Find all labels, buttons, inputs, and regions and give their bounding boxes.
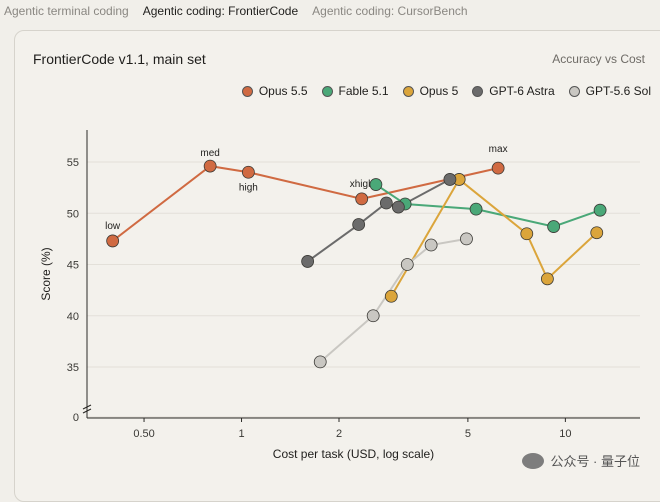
data-point	[424, 238, 438, 252]
data-point	[106, 234, 120, 248]
data-point	[491, 161, 505, 175]
x-tick-label: 2	[336, 428, 342, 440]
legend-label: Opus 5.5	[258, 84, 308, 98]
tab-agentic-coding-cursorbench[interactable]: Agentic coding: CursorBench	[312, 4, 468, 18]
data-point	[384, 289, 398, 303]
data-point	[366, 309, 380, 323]
data-label: med	[200, 148, 219, 159]
scatter-chart: 0 35 40 45 50 55 0.50 1 2 5 10 Cost per task (USD, …	[39, 130, 640, 461]
data-label: low	[105, 221, 121, 232]
series-line	[390, 177, 598, 297]
y-tick-label: 35	[67, 362, 79, 374]
watermark: 公众号 · 量子位	[522, 451, 640, 470]
legend-item-opus-5[interactable]: Opus 5	[402, 84, 459, 98]
data-point	[590, 226, 604, 240]
tab-agentic-coding-frontiercode[interactable]: Agentic coding: FrontierCode	[142, 4, 299, 18]
data-point	[460, 232, 473, 246]
data-point	[443, 173, 457, 186]
x-tick-label: 10	[559, 428, 571, 440]
legend-label: Fable 5.1	[338, 84, 389, 98]
data-point	[355, 192, 369, 206]
y-tick-label: 50	[67, 208, 79, 220]
series-line	[112, 165, 499, 242]
x-tick-label: 5	[465, 428, 471, 440]
tab-agentic-terminal-coding[interactable]: Agentic terminal coding	[4, 4, 129, 18]
legend-swatch-icon	[472, 85, 484, 97]
x-tick-label: 1	[238, 428, 244, 440]
legend-swatch-icon	[568, 85, 580, 97]
data-point	[547, 220, 561, 233]
legend-item-fable-5-1[interactable]: Fable 5.1	[321, 84, 389, 98]
legend-swatch-icon	[321, 85, 333, 97]
chart-title: FrontierCode v1.1, main set	[33, 51, 206, 67]
legend-item-gpt-5-6-sol[interactable]: GPT-5.6 Sol	[568, 84, 651, 98]
wechat-icon	[522, 452, 545, 469]
axis-break-icon	[82, 404, 92, 414]
tab-bar: Agentic terminal coding Agentic coding: …	[0, 0, 660, 22]
legend-swatch-icon	[402, 85, 414, 97]
chart-subtitle: Accuracy vs Cost	[552, 52, 645, 66]
data-point	[469, 202, 483, 216]
data-point	[241, 165, 255, 179]
data-point	[520, 227, 534, 241]
data-point	[313, 355, 327, 369]
y-tick-label: 40	[67, 311, 79, 323]
data-point	[379, 196, 393, 210]
y-tick-label: 55	[67, 157, 79, 169]
data-point	[369, 178, 383, 191]
legend-item-opus-5-5[interactable]: Opus 5.5	[241, 84, 308, 98]
legend-label: GPT-6 Astra	[489, 84, 555, 98]
y-tick-label: 45	[67, 260, 79, 272]
legend-label: GPT-5.6 Sol	[585, 84, 651, 98]
data-label: max	[489, 144, 508, 155]
data-point	[301, 255, 315, 268]
legend-label: Opus 5	[419, 84, 459, 98]
data-point	[400, 258, 414, 271]
data-point	[593, 203, 607, 217]
y-tick-label: 0	[73, 412, 79, 424]
data-label: xhigh	[350, 179, 374, 190]
watermark-text: 公众号 · 量子位	[550, 454, 640, 469]
data-point	[391, 200, 405, 214]
chart-legend: Opus 5.5 Fable 5.1 Opus 5 GPT-6 Astra GP…	[241, 84, 651, 98]
data-label: high	[239, 182, 258, 193]
legend-item-gpt-6-astra[interactable]: GPT-6 Astra	[472, 84, 555, 98]
data-point	[352, 218, 366, 231]
chart-card: FrontierCode v1.1, main set Accuracy vs …	[14, 30, 660, 502]
data-point	[540, 272, 554, 286]
x-axis-label: Cost per task (USD, log scale)	[273, 447, 434, 461]
y-axis-label: Score (%)	[39, 247, 53, 300]
legend-swatch-icon	[241, 85, 253, 97]
x-tick-label: 0.50	[133, 428, 154, 440]
data-point	[203, 159, 217, 173]
